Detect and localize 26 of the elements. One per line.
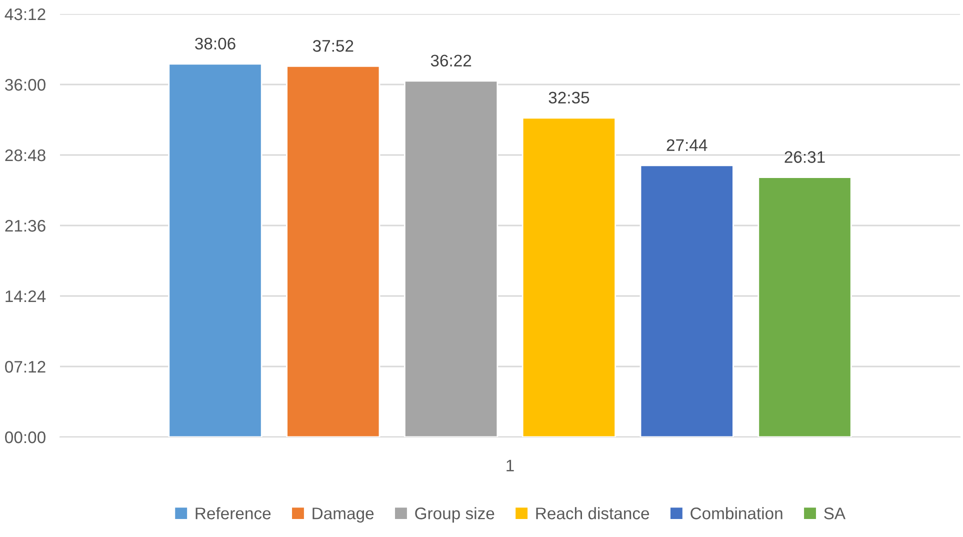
data-label: 26:31 xyxy=(784,151,825,163)
y-tick-label: 14:24 xyxy=(6,290,46,302)
legend-label: Reference xyxy=(196,507,271,520)
legend-label: SA xyxy=(824,508,846,520)
legend-label: Group size xyxy=(415,507,494,523)
bar xyxy=(286,66,380,437)
bar xyxy=(404,80,498,437)
data-label: 37:52 xyxy=(312,40,354,52)
bar xyxy=(758,176,852,437)
legend-label: Reach distance xyxy=(536,507,650,520)
bar xyxy=(640,164,734,437)
y-tick-label: 21:36 xyxy=(5,220,46,232)
y-tick-label: 07:12 xyxy=(5,360,46,373)
y-tick-label: 36:00 xyxy=(5,78,46,91)
y-tick-label: 28:48 xyxy=(5,149,46,162)
data-label: 27:44 xyxy=(666,139,708,151)
data-label: 36:22 xyxy=(430,54,472,67)
legend-label: Damage xyxy=(312,508,374,523)
bar xyxy=(522,117,616,437)
y-tick-label: 43:12 xyxy=(4,8,46,20)
y-tick-label: 00:00 xyxy=(5,431,46,444)
data-label: 32:35 xyxy=(548,92,590,104)
legend-label: Combination xyxy=(690,507,782,520)
data-label: 38:06 xyxy=(195,38,236,50)
x-tick-label: 1 xyxy=(506,460,514,472)
bar xyxy=(168,63,262,437)
